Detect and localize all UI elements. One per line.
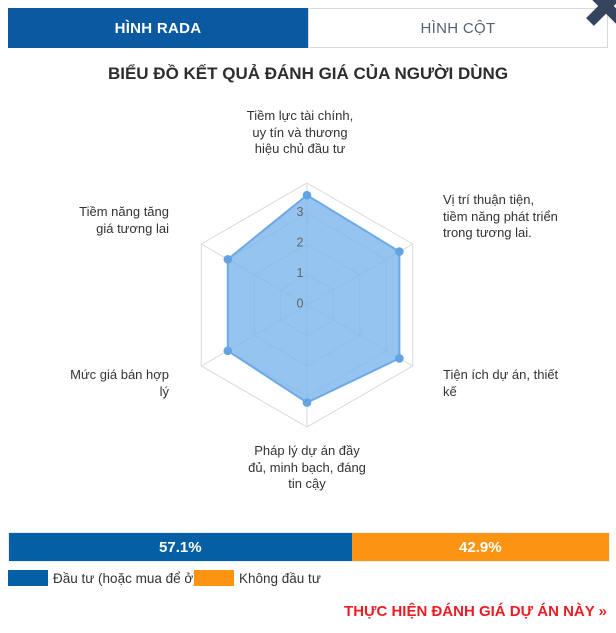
legend-label-invest: Đầu tư (hoặc mua để ở) xyxy=(53,571,198,586)
not-invest-percentage: 42.9% xyxy=(459,538,502,556)
radar-tick-label: 3 xyxy=(297,205,304,219)
invest-percentage: 57.1% xyxy=(159,538,202,556)
radar-data-point xyxy=(223,254,233,264)
radar-data-point xyxy=(302,398,312,407)
radar-data-point xyxy=(395,247,404,256)
radar-axis-label-amenities: Tiện ích dự án, thiết kế xyxy=(443,367,559,399)
radar-axis-label-price: Mức giá bán hợp lý xyxy=(70,367,169,399)
evaluate-project-link[interactable]: THỰC HIỆN ĐÁNH GIÁ DỰ ÁN NÀY » xyxy=(344,603,607,620)
radar-tick-label: 1 xyxy=(297,266,304,280)
close-icon[interactable] xyxy=(583,0,616,29)
radar-tick-label: 0 xyxy=(297,297,304,311)
vote-percentage-bar: 57.1% 42.9% xyxy=(8,532,610,562)
radar-data-point xyxy=(395,354,404,363)
radar-data-point xyxy=(302,190,312,200)
invest-segment: 57.1% xyxy=(9,533,352,561)
radar-axis-label-growth: Tiềm năng tăng giá tương lai xyxy=(79,204,169,236)
radar-tick-label: 2 xyxy=(297,236,304,250)
radar-axis-label-legal: Pháp lý dự án đầy đủ, minh bạch, đáng ti… xyxy=(248,443,366,491)
chart-type-tabs: HÌNH RADA HÌNH CỘT xyxy=(8,8,608,48)
legend-swatch-invest xyxy=(8,570,48,586)
radar-series-area xyxy=(226,194,401,404)
tab-column-chart[interactable]: HÌNH CỘT xyxy=(308,8,608,48)
radar-axis-label-financial: Tiềm lực tài chính, uy tín và thương hiệ… xyxy=(246,108,354,156)
legend-swatch-not-invest xyxy=(194,570,234,586)
legend-label-not-invest: Không đầu tư xyxy=(239,571,321,586)
radar-axis-label-location: Vị trí thuận tiện, tiềm năng phát triển … xyxy=(443,192,558,240)
tab-radar-chart[interactable]: HÌNH RADA xyxy=(8,8,308,48)
page-title: BIỂU ĐỒ KẾT QUẢ ĐÁNH GIÁ CỦA NGƯỜI DÙNG xyxy=(107,64,509,83)
not-invest-segment: 42.9% xyxy=(351,533,609,561)
radar-data-point xyxy=(223,346,233,356)
